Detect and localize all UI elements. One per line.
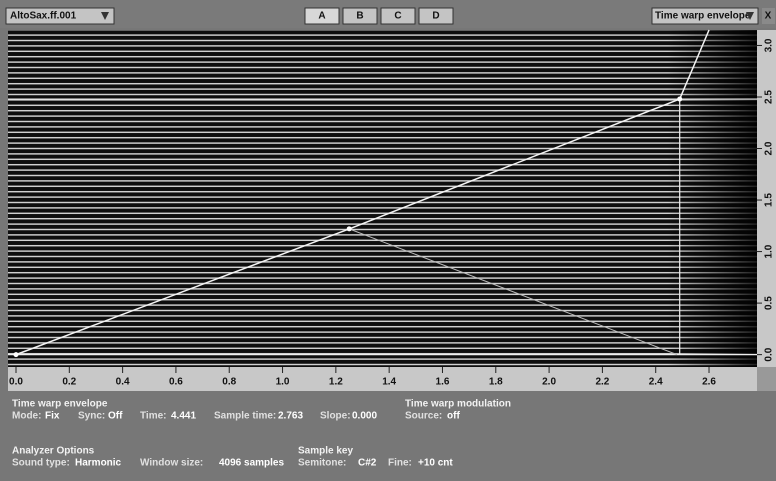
close-label: X: [765, 11, 772, 22]
y-tick-label: 0.5: [764, 296, 775, 310]
field-label: Mode:: [12, 411, 41, 422]
y-tick-label: 2.5: [764, 90, 775, 104]
y-tick-label: 1.5: [764, 193, 775, 207]
field-label: Sample time:: [214, 411, 276, 422]
field-label: Window size:: [140, 458, 203, 469]
display-fade: [8, 30, 757, 367]
field-label: Time:: [140, 411, 167, 422]
field-label: Sync:: [78, 411, 105, 422]
y-tick-label: 3.0: [764, 38, 775, 52]
field-value: 4.441: [171, 411, 196, 422]
x-tick-label: 0.0: [9, 377, 23, 388]
field-value: C#2: [358, 458, 377, 469]
x-tick-label: 2.6: [702, 377, 716, 388]
section-title: Analyzer Options: [12, 446, 95, 457]
field-label: Fine:: [388, 458, 412, 469]
field-label: Slope:: [320, 411, 351, 422]
field-value: Fix: [45, 411, 60, 422]
section-title: Time warp modulation: [405, 399, 511, 410]
field-value: 2.763: [278, 411, 303, 422]
y-tick-label: 2.0: [764, 141, 775, 155]
field-value: Off: [108, 411, 123, 422]
x-tick-label: 2.4: [649, 377, 663, 388]
field-value: off: [447, 411, 460, 422]
field-label: Source:: [405, 411, 442, 422]
x-tick-label: 1.6: [436, 377, 450, 388]
tab-label: A: [318, 11, 325, 22]
x-tick-label: 1.0: [276, 377, 290, 388]
envelope-point[interactable]: [13, 352, 18, 357]
corner-button[interactable]: [757, 367, 776, 391]
x-tick-label: 1.2: [329, 377, 343, 388]
x-tick-label: 0.6: [169, 377, 183, 388]
field-value: 0.000: [352, 411, 377, 422]
tab-label: C: [394, 11, 401, 22]
section-title: Time warp envelope: [12, 399, 108, 410]
x-tick-label: 0.2: [62, 377, 76, 388]
x-tick-label: 0.4: [116, 377, 130, 388]
y-tick-label: 1.0: [764, 244, 775, 258]
field-label: Semitone:: [298, 458, 346, 469]
section-title: Sample key: [298, 446, 353, 457]
x-tick-label: 2.0: [542, 377, 556, 388]
x-tick-label: 1.8: [489, 377, 503, 388]
envelope-point[interactable]: [677, 97, 682, 102]
field-value: 4096 samples: [219, 458, 284, 469]
source-label: AltoSax.ff.001: [10, 11, 77, 22]
app-window: AltoSax.ff.001 A B C D Time warp envelope X…: [0, 0, 776, 476]
field-value: Harmonic: [75, 458, 122, 469]
x-tick-label: 2.2: [595, 377, 609, 388]
tab-label: D: [432, 11, 439, 22]
x-tick-label: 1.4: [382, 377, 396, 388]
x-tick-label: 0.8: [222, 377, 236, 388]
field-value: +10 cnt: [418, 458, 453, 469]
envelope-point[interactable]: [347, 226, 352, 231]
view-label: Time warp envelope: [655, 11, 751, 22]
field-label: Sound type:: [12, 458, 70, 469]
tab-label: B: [356, 11, 363, 22]
y-tick-label: 0.0: [764, 347, 775, 361]
